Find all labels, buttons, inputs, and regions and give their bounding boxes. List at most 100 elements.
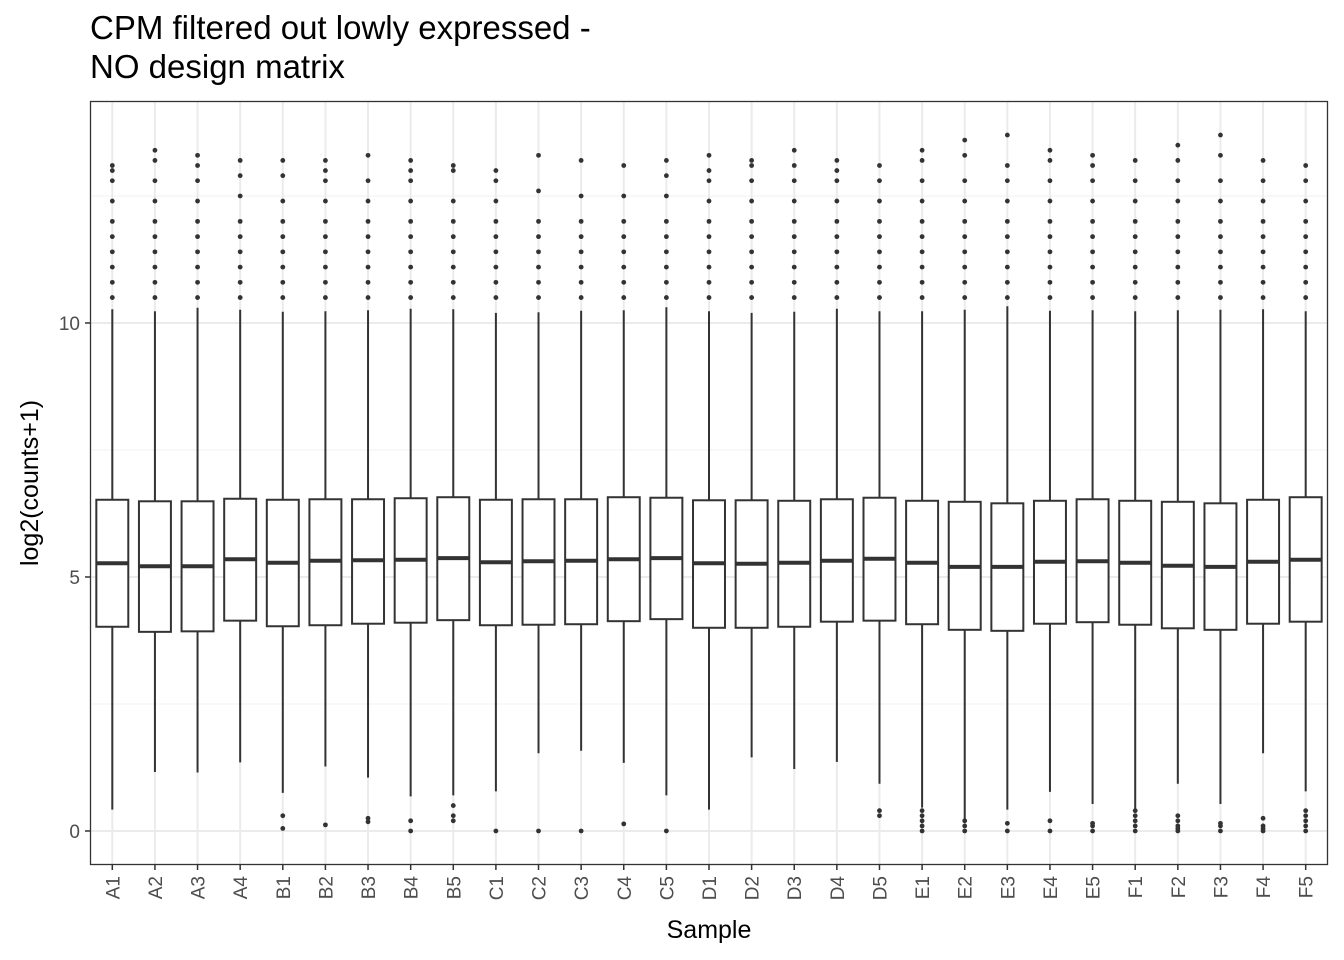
outlier-point — [919, 818, 925, 824]
x-tick-label: A3 — [189, 876, 210, 899]
outlier-point — [1132, 828, 1138, 834]
outlier-point — [1260, 264, 1266, 270]
outlier-point — [1090, 279, 1095, 285]
outlier-point — [1090, 163, 1095, 168]
outlier-point — [195, 178, 200, 184]
outlier-point — [1132, 808, 1138, 814]
outlier-point — [1218, 178, 1223, 184]
outlier-point — [1260, 295, 1266, 300]
outlier-point — [663, 295, 669, 300]
outlier-point — [1218, 249, 1223, 255]
outlier-point — [323, 234, 328, 240]
outlier-point — [706, 152, 712, 158]
outlier-point — [195, 249, 200, 255]
outlier-point — [791, 198, 797, 204]
outlier-point — [450, 264, 456, 270]
outlier-point — [1004, 264, 1010, 270]
outlier-point — [1047, 818, 1053, 824]
outlier-point — [578, 218, 584, 224]
outlier-point — [195, 234, 200, 240]
outlier-point — [365, 249, 371, 255]
outlier-point — [450, 249, 456, 255]
outlier-point — [962, 249, 968, 255]
box-D5 — [862, 163, 897, 819]
x-tick-label: C3 — [572, 876, 593, 900]
box-B2 — [308, 158, 343, 828]
outlier-point — [195, 218, 200, 224]
outlier-point — [450, 198, 456, 204]
outlier-point — [1218, 152, 1223, 158]
outlier-point — [962, 234, 968, 240]
outlier-point — [834, 264, 840, 270]
outlier-point — [1303, 249, 1309, 255]
outlier-point — [877, 234, 882, 240]
outlier-point — [109, 168, 115, 173]
outlier-point — [834, 168, 840, 173]
outlier-point — [919, 279, 925, 285]
outlier-point — [663, 193, 669, 199]
outlier-point — [834, 218, 840, 224]
outlier-point — [1004, 218, 1010, 224]
box-A4 — [223, 158, 258, 763]
outlier-point — [1218, 820, 1223, 826]
outlier-point — [536, 828, 541, 834]
outlier-point — [1132, 295, 1138, 300]
outlier-point — [1004, 198, 1010, 204]
x-tick-label: B2 — [316, 876, 337, 899]
outlier-point — [749, 218, 755, 224]
outlier-point — [706, 249, 712, 255]
outlier-point — [834, 249, 840, 255]
outlier-point — [749, 295, 755, 300]
x-tick-label: C1 — [487, 876, 508, 900]
outlier-point — [1175, 813, 1181, 819]
outlier-point — [962, 198, 968, 204]
outlier-point — [408, 279, 414, 285]
outlier-point — [1047, 295, 1053, 300]
box-A2 — [137, 147, 172, 773]
outlier-point — [450, 163, 456, 168]
outlier-point — [109, 249, 115, 255]
outlier-point — [365, 264, 371, 270]
outlier-point — [749, 279, 755, 285]
outlier-point — [791, 218, 797, 224]
outlier-point — [1090, 234, 1095, 240]
outlier-point — [1260, 234, 1266, 240]
outlier-point — [493, 218, 499, 224]
outlier-point — [877, 279, 882, 285]
outlier-point — [663, 234, 669, 240]
outlier-point — [536, 295, 541, 300]
outlier-point — [919, 249, 925, 255]
outlier-point — [877, 163, 882, 168]
outlier-point — [195, 198, 200, 204]
outlier-point — [1004, 234, 1010, 240]
outlier-point — [791, 234, 797, 240]
outlier-point — [109, 178, 115, 184]
box-F2 — [1160, 142, 1195, 834]
outlier-point — [1047, 178, 1053, 184]
outlier-point — [663, 173, 669, 179]
outlier-point — [919, 808, 925, 814]
outlier-point — [578, 264, 584, 270]
outlier-point — [408, 264, 414, 270]
outlier-point — [1260, 178, 1266, 184]
box-A1 — [95, 163, 130, 810]
box-B3 — [351, 152, 386, 825]
box-C3 — [564, 158, 599, 834]
outlier-point — [749, 198, 755, 204]
boxes — [95, 132, 1323, 834]
box-E4 — [1032, 147, 1067, 834]
outlier-point — [877, 218, 882, 224]
chart-title-line-1: CPM filtered out lowly expressed - — [90, 9, 591, 46]
x-tick-label: D5 — [870, 876, 891, 900]
outlier-point — [1175, 178, 1181, 184]
outlier-point — [578, 279, 584, 285]
x-axis: A1 A2 A3 A4 B1 B2 B3 B4 B5 C1 C2 C3 C4 C5 D1 D2 D3 D4 D5 E1… — [103, 864, 1318, 900]
outlier-point — [1175, 142, 1181, 148]
outlier-point — [1004, 820, 1010, 826]
outlier-point — [919, 295, 925, 300]
outlier-point — [493, 828, 499, 834]
outlier-point — [1132, 198, 1138, 204]
outlier-point — [877, 249, 882, 255]
outlier-point — [1132, 158, 1138, 163]
outlier-point — [1175, 295, 1181, 300]
